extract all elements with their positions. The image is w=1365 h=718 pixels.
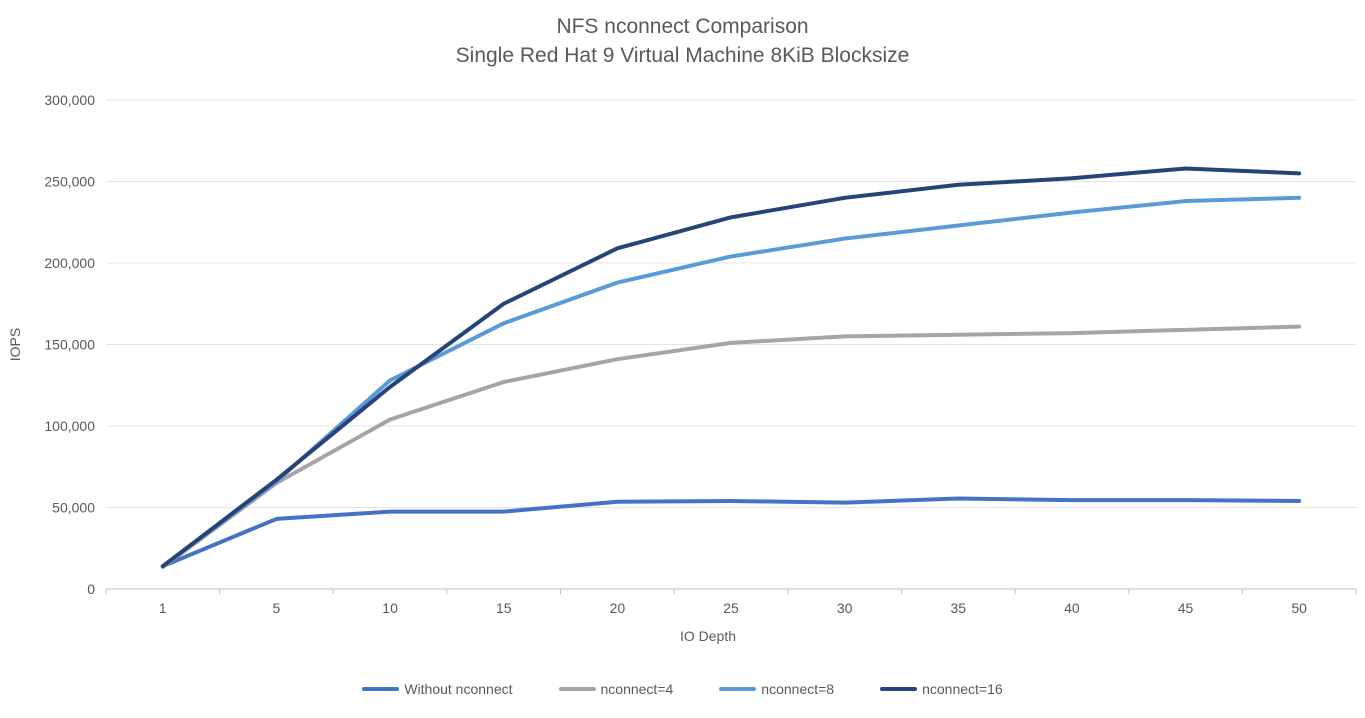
x-tick-label: 1	[159, 600, 167, 616]
y-tick-label: 150,000	[44, 337, 95, 353]
x-tick-label: 45	[1178, 600, 1194, 616]
y-tick-label: 100,000	[44, 418, 95, 434]
legend-label: nconnect=8	[761, 681, 835, 697]
x-tick-label: 25	[723, 600, 739, 616]
x-tick-label: 15	[496, 600, 512, 616]
series-line-without-nconnect	[160, 496, 1302, 569]
chart-title: NFS nconnect Comparison Single Red Hat 9…	[0, 12, 1365, 70]
legend-label: nconnect=4	[600, 681, 674, 697]
x-tick-label: 20	[610, 600, 626, 616]
legend-swatch	[719, 687, 757, 691]
x-tick-label: 50	[1291, 600, 1307, 616]
series-line-nconnect-4	[160, 324, 1302, 569]
legend: Without nconnect nconnect=4 nconnect=8 ncon…	[0, 681, 1365, 697]
y-tick-label: 200,000	[44, 255, 95, 271]
x-tick-label: 30	[837, 600, 853, 616]
x-tick-label: 10	[382, 600, 398, 616]
x-tick-label: 5	[273, 600, 281, 616]
legend-label: Without nconnect	[404, 681, 513, 697]
legend-label: nconnect=16	[922, 681, 1003, 697]
series-line-nconnect-16	[160, 166, 1302, 569]
y-tick-label: 50,000	[52, 500, 95, 516]
x-tick-label: 40	[1064, 600, 1080, 616]
y-tick-label: 0	[87, 581, 95, 597]
legend-swatch	[880, 687, 918, 691]
legend-item: Without nconnect	[362, 681, 513, 697]
legend-swatch	[558, 687, 596, 691]
legend-item: nconnect=4	[558, 681, 674, 697]
legend-item: nconnect=16	[880, 681, 1003, 697]
legend-item: nconnect=8	[719, 681, 834, 697]
y-tick-label: 250,000	[44, 174, 95, 190]
chart-subtitle: Single Red Hat 9 Virtual Machine 8KiB Bl…	[455, 44, 910, 67]
series-line-nconnect-8	[160, 195, 1302, 569]
y-tick-label: 300,000	[44, 92, 95, 108]
x-axis-title: IO Depth	[680, 628, 736, 644]
legend-swatch	[362, 687, 400, 691]
x-tick-label: 35	[950, 600, 966, 616]
chart-title-line1: NFS nconnect Comparison	[556, 15, 809, 38]
y-axis-title: IOPS	[7, 328, 23, 361]
